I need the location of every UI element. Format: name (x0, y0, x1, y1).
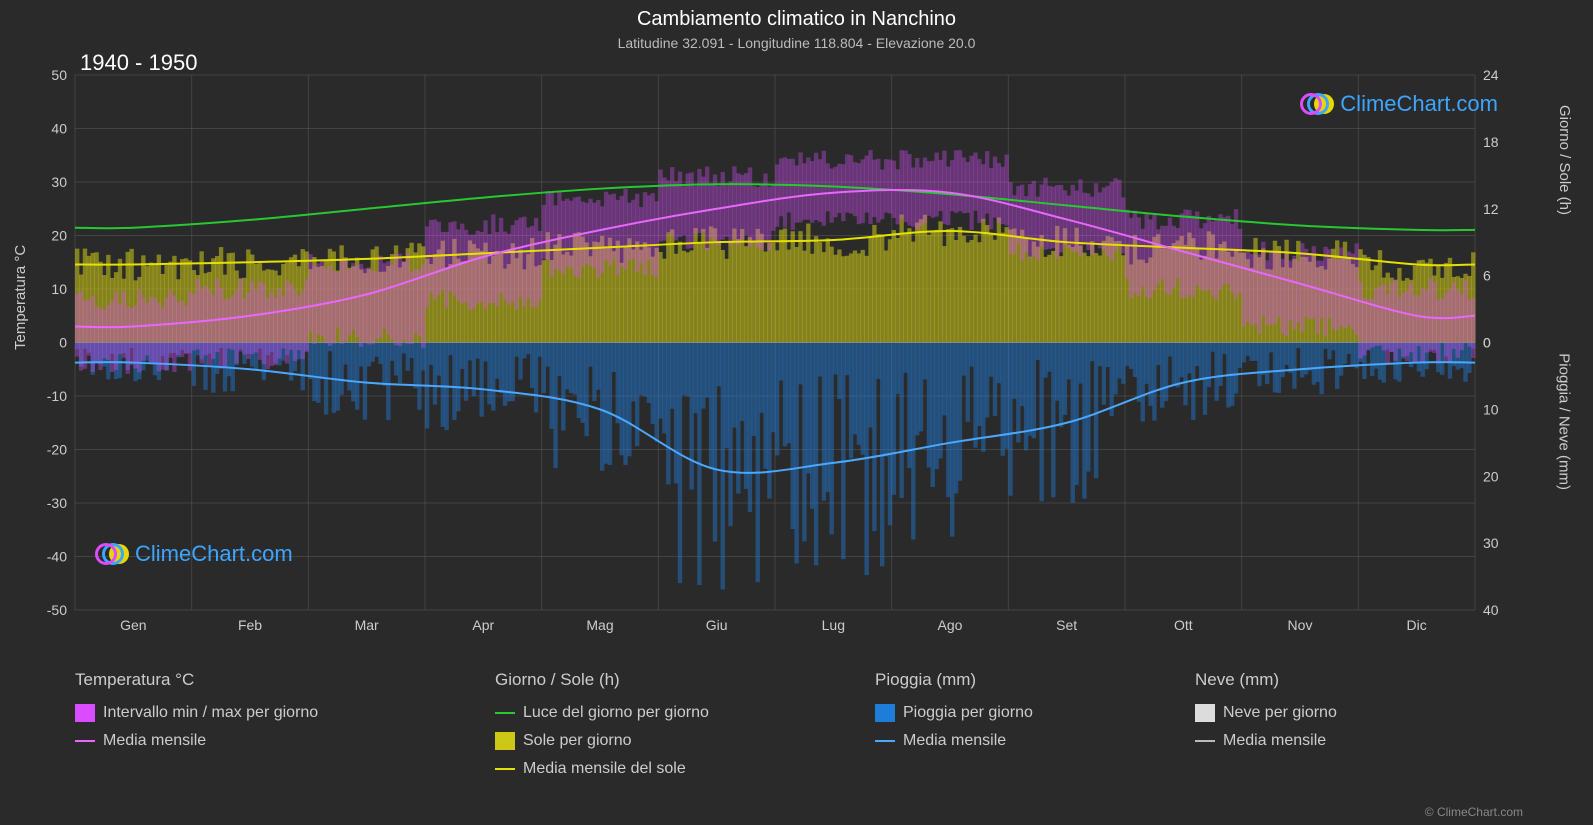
svg-text:6: 6 (1483, 268, 1491, 284)
legend-item: Intervallo min / max per giorno (75, 704, 495, 722)
svg-text:Lug: Lug (822, 617, 845, 633)
svg-text:20: 20 (51, 228, 67, 244)
legend-header: Temperatura °C (75, 670, 495, 690)
legend-swatch (495, 768, 515, 770)
legend-label: Media mensile (1223, 732, 1326, 750)
chart-legend: Temperatura °C Intervallo min / max per … (75, 670, 1495, 778)
legend-swatch (1195, 704, 1215, 722)
legend-item: Pioggia per giorno (875, 704, 1195, 722)
svg-text:Mag: Mag (586, 617, 613, 633)
svg-text:12: 12 (1483, 201, 1499, 217)
svg-text:0: 0 (1483, 335, 1491, 351)
svg-text:Mar: Mar (355, 617, 379, 633)
svg-text:40: 40 (1483, 602, 1499, 618)
svg-text:50: 50 (51, 67, 67, 83)
legend-label: Intervallo min / max per giorno (103, 704, 318, 722)
copyright-text: © ClimeChart.com (1425, 805, 1523, 819)
year-range-label: 1940 - 1950 (80, 50, 197, 76)
svg-text:10: 10 (1483, 401, 1499, 417)
legend-label: Pioggia per giorno (903, 704, 1033, 722)
legend-item: Media mensile del sole (495, 760, 875, 778)
legend-swatch (495, 732, 515, 750)
legend-swatch (75, 740, 95, 742)
legend-item: Luce del giorno per giorno (495, 704, 875, 722)
chart-subtitle: Latitudine 32.091 - Longitudine 118.804 … (0, 35, 1593, 51)
legend-label: Media mensile (103, 732, 206, 750)
logo-icon (95, 540, 129, 568)
legend-swatch (495, 712, 515, 714)
svg-text:10: 10 (51, 281, 67, 297)
svg-text:Dic: Dic (1407, 617, 1427, 633)
logo-text: ClimeChart.com (135, 541, 293, 567)
logo-icon (1300, 90, 1334, 118)
legend-label: Neve per giorno (1223, 704, 1337, 722)
svg-text:Set: Set (1056, 617, 1077, 633)
watermark-logo-bottom: ClimeChart.com (95, 540, 293, 568)
legend-item: Media mensile (75, 732, 495, 750)
chart-title: Cambiamento climatico in Nanchino (0, 0, 1593, 31)
legend-item: Neve per giorno (1195, 704, 1455, 722)
svg-text:Nov: Nov (1288, 617, 1313, 633)
legend-item: Media mensile (1195, 732, 1455, 750)
svg-text:-30: -30 (47, 495, 67, 511)
legend-label: Media mensile (903, 732, 1006, 750)
watermark-logo-top: ClimeChart.com (1300, 90, 1498, 118)
svg-text:40: 40 (51, 121, 67, 137)
legend-col-daylight: Giorno / Sole (h) Luce del giorno per gi… (495, 670, 875, 778)
legend-col-rain: Pioggia (mm) Pioggia per giorno Media men… (875, 670, 1195, 778)
legend-header: Neve (mm) (1195, 670, 1455, 690)
logo-text: ClimeChart.com (1340, 91, 1498, 117)
legend-col-snow: Neve (mm) Neve per giorno Media mensile (1195, 670, 1455, 778)
svg-text:-10: -10 (47, 388, 67, 404)
legend-col-temperature: Temperatura °C Intervallo min / max per … (75, 670, 495, 778)
svg-text:Giu: Giu (706, 617, 728, 633)
legend-label: Sole per giorno (523, 732, 632, 750)
svg-text:-50: -50 (47, 602, 67, 618)
legend-swatch (1195, 740, 1215, 742)
legend-header: Giorno / Sole (h) (495, 670, 875, 690)
right-axis-top-label: Giorno / Sole (h) (1556, 105, 1573, 215)
legend-swatch (75, 704, 95, 722)
svg-text:0: 0 (59, 335, 67, 351)
svg-text:Gen: Gen (120, 617, 146, 633)
legend-header: Pioggia (mm) (875, 670, 1195, 690)
svg-text:20: 20 (1483, 468, 1499, 484)
svg-text:-20: -20 (47, 442, 67, 458)
svg-text:24: 24 (1483, 67, 1499, 83)
legend-item: Sole per giorno (495, 732, 875, 750)
svg-text:30: 30 (51, 174, 67, 190)
svg-text:-40: -40 (47, 549, 67, 565)
svg-text:Ott: Ott (1174, 617, 1193, 633)
svg-text:30: 30 (1483, 535, 1499, 551)
legend-label: Luce del giorno per giorno (523, 704, 709, 722)
right-axis-bottom-label: Pioggia / Neve (mm) (1556, 353, 1573, 490)
legend-label: Media mensile del sole (523, 760, 686, 778)
svg-text:Apr: Apr (472, 617, 494, 633)
svg-text:Ago: Ago (938, 617, 963, 633)
legend-item: Media mensile (875, 732, 1195, 750)
svg-text:18: 18 (1483, 134, 1499, 150)
svg-text:Feb: Feb (238, 617, 262, 633)
legend-swatch (875, 704, 895, 722)
legend-swatch (875, 740, 895, 742)
left-axis-label: Temperatura °C (12, 245, 29, 350)
